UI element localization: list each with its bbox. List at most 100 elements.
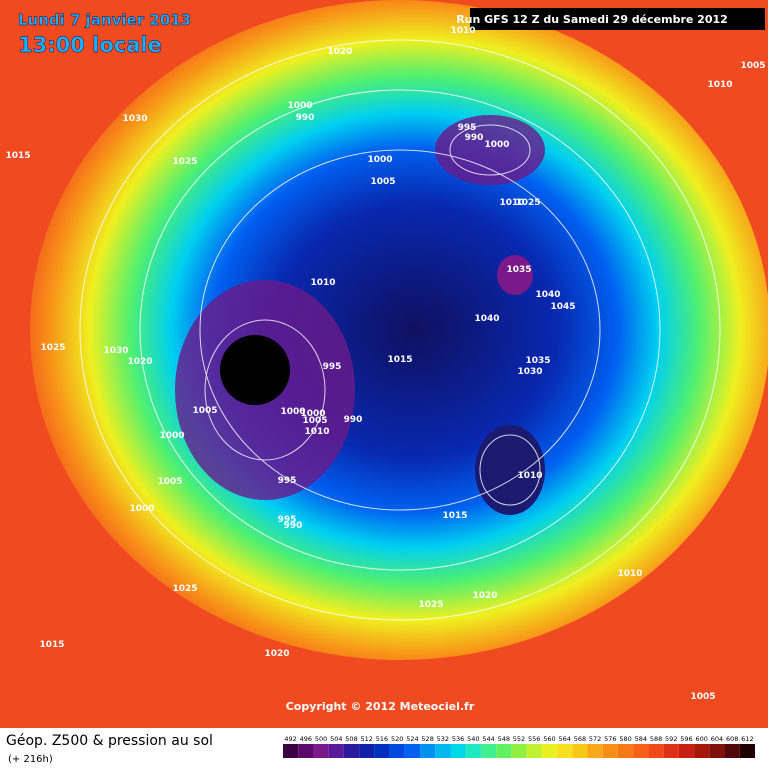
isobar-label: 1000 [287,101,312,111]
isobar-label: 1040 [474,314,499,324]
colorbar-cell [526,744,542,758]
colorbar-cell [557,744,573,758]
isobar-label: 990 [344,415,363,425]
lead-time: (+ 216h) [8,754,53,765]
isobar-label: 1020 [472,591,497,601]
colorbar-label: 568 [574,735,586,743]
isobar-labels: 1010100510101020103010151025100099099599… [5,26,765,702]
colorbar-cell [450,744,466,758]
colorbar-label: 504 [330,735,342,743]
colorbar-cell [724,744,740,758]
colorbar-cell [496,744,512,758]
colorbar-label: 544 [482,735,494,743]
isobar-label: 1010 [310,278,335,288]
colorbar-cell [739,744,755,758]
run-banner [470,8,765,30]
isobar-label: 1030 [517,367,542,377]
isobar-label: 1005 [690,692,715,702]
isobar-label: 1010 [450,26,475,36]
colorbar-cell [587,744,603,758]
colorbar-cell [648,744,664,758]
isobar-label: 1000 [129,504,154,514]
isobar-label: 1000 [159,431,184,441]
colorbar-label: 608 [726,735,738,743]
colorbar-label: 576 [604,735,616,743]
isobar-label: 990 [284,521,303,531]
colorbar-label: 532 [437,735,449,743]
isobar-label: 1035 [506,265,531,275]
isobar-label: 1015 [442,511,467,521]
isobar-label: 1025 [418,600,443,610]
colorbar-label: 512 [361,735,373,743]
isobar-label: 1010 [499,198,524,208]
isobar-label: 1000 [367,155,392,165]
colorbar-cell [602,744,618,758]
isobar-label: 1000 [280,407,305,417]
colorbar-cell [617,744,634,758]
isobar-label: 1010 [707,80,732,90]
colorbar-cell [709,744,725,758]
colorbar-label: 612 [741,735,753,743]
colorbar-label: 492 [284,735,296,743]
isobar-label: 1030 [122,114,147,124]
colorbar-label: 564 [558,735,570,743]
colorbar-label: 496 [300,735,312,743]
colorbar-cell [572,744,588,758]
date: Lundi 7 janvier 2013 [18,11,191,29]
isobar-label: 995 [323,362,342,372]
colorbar-cell [511,744,527,758]
isobar-label: 1010 [517,471,542,481]
isobar-label: 1000 [484,140,509,150]
colorbar-label: 524 [406,735,418,743]
isobar-label: 1030 [103,346,128,356]
colorbar-cell [404,744,421,758]
run-info: Run GFS 12 Z du Samedi 29 décembre 2012 [456,13,728,26]
colorbar-cell [359,744,375,758]
isobar-label: 1025 [172,584,197,594]
isobar-label: 1015 [39,640,64,650]
isobar-label: 1015 [5,151,30,161]
colorbar-cell [298,744,314,758]
isobar-label: 995 [278,476,297,486]
isobar-label: 1045 [550,302,575,312]
low-center [475,425,545,515]
colorbar-cell [420,744,436,758]
colorbar-label: 592 [665,735,677,743]
isobar-label: 990 [465,133,484,143]
isobar-label: 1005 [740,61,765,71]
colorbar-cell [633,744,649,758]
footer-title: Géop. Z500 & pression au sol [6,733,213,749]
colorbar-cell [663,744,679,758]
colorbar-cell [374,744,390,758]
isobar-label: 1025 [515,198,540,208]
colorbar-cell [283,744,299,758]
colorbar-label: 540 [467,735,479,743]
colorbar-label: 520 [391,735,403,743]
isobar-label: 1005 [370,177,395,187]
colorbar-label: 580 [619,735,631,743]
colorbar-cell [435,744,451,758]
isobar-label: 1040 [535,290,560,300]
colorbar-label: 600 [695,735,707,743]
isobar-label: 1010 [617,569,642,579]
isobar-label: 1025 [172,157,197,167]
isobar-label: 1025 [40,343,65,353]
colorbar-label: 584 [635,735,647,743]
colorbar-cell [389,744,405,758]
time: 13:00 locale [18,33,162,57]
low-center [497,255,533,295]
low-core [220,335,290,405]
isobar-label: 1010 [304,427,329,437]
colorbar-label: 596 [680,735,692,743]
colorbar-label: 560 [543,735,555,743]
isobar-label: 1005 [157,477,182,487]
colorbar-label: 528 [421,735,433,743]
colorbar-label: 588 [650,735,662,743]
isobar-label: 1035 [525,356,550,366]
copyright: Copyright © 2012 Meteociel.fr [286,700,475,713]
colorbar-label: 536 [452,735,464,743]
colorbar-label: 556 [528,735,540,743]
isobar-label: 995 [458,123,477,133]
